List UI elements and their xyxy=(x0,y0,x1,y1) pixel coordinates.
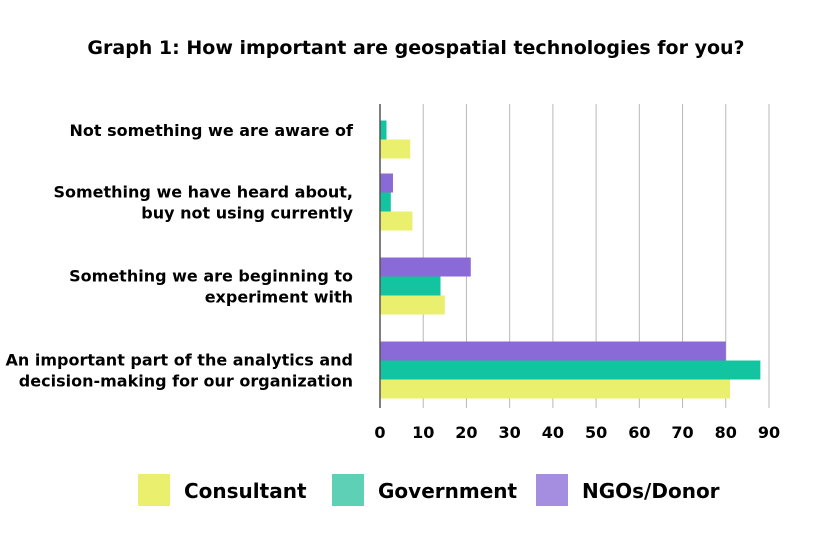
bar-series xyxy=(380,120,761,399)
category-label: Not something we are aware of xyxy=(69,121,354,140)
legend: Consultant Government NGOs/Donor xyxy=(138,474,720,506)
bar-ngos-donor xyxy=(380,257,471,277)
legend-label: Government xyxy=(378,479,518,503)
bar-government xyxy=(380,360,761,380)
x-tick-labels: 0 10 20 30 40 50 60 70 80 90 xyxy=(374,423,780,442)
category-label: buy not using currently xyxy=(141,204,353,223)
legend-swatch xyxy=(536,474,568,506)
legend-label: NGOs/Donor xyxy=(582,479,720,503)
category-label: Something we have heard about, xyxy=(53,183,353,202)
x-tick-label: 70 xyxy=(671,423,693,442)
x-tick-label: 90 xyxy=(758,423,780,442)
category-label: Something we are beginning to xyxy=(69,267,353,286)
category-label: decision-making for our organization xyxy=(19,372,353,391)
legend-swatch xyxy=(332,474,364,506)
bar-consultant xyxy=(380,379,731,399)
x-tick-label: 20 xyxy=(455,423,477,442)
grid-lines xyxy=(422,104,770,408)
legend-swatch xyxy=(138,474,170,506)
x-tick-label: 0 xyxy=(374,423,385,442)
x-tick-label: 30 xyxy=(499,423,521,442)
bar-government xyxy=(380,120,387,140)
bar-government xyxy=(380,192,391,212)
x-tick-label: 10 xyxy=(412,423,434,442)
category-labels: Not something we are aware of Something w… xyxy=(6,121,355,391)
bar-consultant xyxy=(380,295,445,315)
bar-ngos-donor xyxy=(380,173,393,193)
bar-government xyxy=(380,276,441,296)
bar-consultant xyxy=(380,211,413,231)
category-label: experiment with xyxy=(205,288,353,307)
x-tick-label: 50 xyxy=(585,423,607,442)
bar-consultant xyxy=(380,139,411,159)
bar-ngos-donor xyxy=(380,341,726,361)
category-label: An important part of the analytics and xyxy=(6,351,353,370)
chart-title: Graph 1: How important are geospatial te… xyxy=(87,37,744,59)
x-tick-label: 80 xyxy=(715,423,737,442)
legend-label: Consultant xyxy=(184,479,307,503)
x-tick-label: 60 xyxy=(628,423,650,442)
x-tick-label: 40 xyxy=(542,423,564,442)
